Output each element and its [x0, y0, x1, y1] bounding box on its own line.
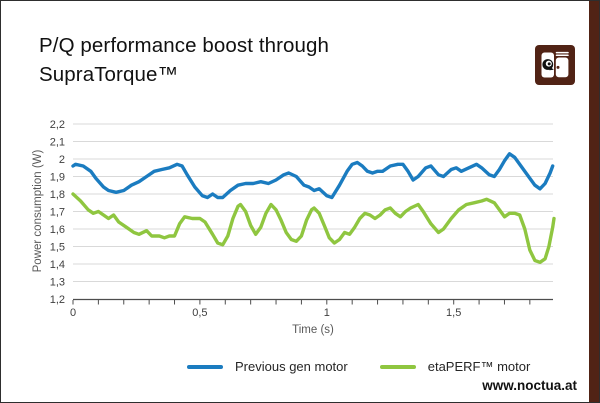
legend-label-previous-gen: Previous gen motor: [235, 359, 348, 374]
website-url: www.noctua.at: [482, 378, 577, 393]
y-tick-label: 1,7: [50, 207, 65, 219]
chart-title-line2: SupraTorque™: [39, 63, 179, 86]
x-tick-label: 1,5: [446, 307, 461, 319]
legend-label-etaperf: etaPERF™ motor: [427, 359, 531, 374]
legend-swatch-blue: [187, 364, 223, 369]
noctua-logo-icon: [535, 45, 575, 85]
series-line-etaperf: [71, 192, 556, 264]
y-tick-label: 1,3: [50, 277, 65, 289]
y-tick-label: 1,8: [50, 189, 65, 201]
y-tick-label: 2,1: [50, 137, 65, 149]
y-tick-label: 1,9: [50, 172, 65, 184]
brand-stripe: [589, 1, 599, 402]
y-tick-label: 2: [59, 154, 65, 166]
x-axis: [72, 298, 553, 305]
legend-item-etaperf: etaPERF™ motor: [379, 359, 531, 374]
legend: Previous gen motor etaPERF™ motor: [187, 359, 530, 374]
legend-swatch-green: [379, 364, 416, 369]
y-tick-label: 1,6: [50, 224, 65, 236]
y-tick-label: 1,2: [50, 294, 65, 306]
legend-item-previous-gen: Previous gen motor: [187, 359, 348, 374]
chart-title-line1: P/Q performance boost through: [39, 34, 330, 57]
x-tick-label: 0,5: [192, 307, 207, 319]
y-axis-title: Power consumption (W): [32, 149, 44, 272]
y-tick-label: 1,5: [50, 242, 65, 254]
axis-labels: 2,2 2,1 2 1,9 1,8 1,7 1,6 1,5 1,4 1,3 1,2 0 0,5 1 1,5 T…: [32, 119, 461, 336]
series-line-previous-gen: [71, 152, 555, 200]
chart-title: P/Q performance boost through SupraTorqu…: [39, 31, 479, 89]
grid-lines: [73, 123, 553, 282]
x-axis-title: Time (s): [292, 324, 334, 336]
x-tick-label: 0: [70, 307, 76, 319]
y-tick-label: 2,2: [50, 119, 65, 131]
y-tick-label: 1,4: [50, 259, 65, 271]
x-tick-label: 1: [324, 307, 330, 319]
